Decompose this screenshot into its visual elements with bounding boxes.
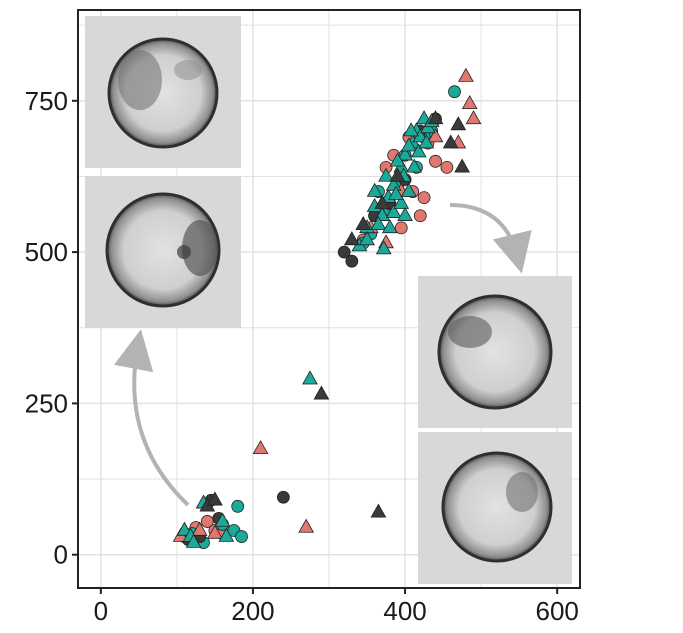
x-tick-label: 400 [383,596,426,626]
data-point-circle [394,221,408,235]
arrow-to-bottom-right-images [449,203,532,274]
data-point-triangle [388,185,404,200]
data-point-triangle [381,219,398,234]
data-point-circle [276,490,290,504]
cell-image-top-left-2 [85,176,241,328]
data-point-triangle [370,216,387,231]
data-point-triangle [375,240,392,255]
data-point-triangle [450,116,467,131]
data-point-circle [345,254,359,268]
y-tick-label: 500 [25,237,68,267]
data-point-triangle [207,491,223,506]
data-point-triangle [191,521,208,536]
data-point-triangle [343,231,360,246]
data-point-triangle [427,128,444,143]
data-point-circle [429,154,442,168]
data-point-circle [231,499,245,513]
data-point-triangle [461,94,478,110]
data-point-triangle [393,194,410,209]
data-point-triangle [397,146,413,161]
data-point-triangle [370,503,387,518]
cell-image-bottom-right-2 [418,432,572,584]
data-point-triangle [366,182,383,197]
data-point-triangle [218,527,235,542]
data-point-triangle [442,134,459,149]
x-tick-label: 0 [94,596,108,626]
data-point-triangle [298,518,315,533]
data-point-circle [337,245,351,259]
y-tick-label: 750 [25,86,68,116]
data-point-triangle [403,122,420,137]
data-point-triangle [406,158,423,173]
data-point-triangle [400,182,417,197]
cell-image-top-left-1 [85,16,241,168]
data-point-circle [235,530,248,543]
data-point-triangle [385,203,402,218]
data-point-triangle [207,524,223,539]
data-point-triangle [176,521,193,536]
data-point-triangle [427,110,444,125]
data-point-circle [413,209,427,223]
data-point-triangle [454,158,470,173]
data-point-triangle [313,385,330,400]
data-point-triangle [465,110,482,125]
data-point-circle [440,160,454,174]
y-tick-label: 250 [25,388,68,418]
data-point-triangle [359,231,375,246]
x-tick-label: 200 [231,596,274,626]
data-point-triangle [378,167,394,182]
data-point-triangle [397,206,413,221]
data-point-triangle [302,370,318,385]
data-point-triangle [252,439,269,454]
data-point-circle [448,85,461,99]
data-point-triangle [185,533,202,548]
data-point-triangle [389,152,406,167]
data-point-circle [417,191,431,205]
x-tick-label: 600 [535,596,578,626]
cell-image-bottom-right-1 [418,276,572,428]
data-point-triangle [458,67,474,82]
data-points [172,67,482,550]
data-point-triangle [410,143,427,158]
data-point-triangle [389,167,406,182]
y-tick-label: 0 [54,540,68,570]
arrow-to-top-left-images [113,329,190,507]
data-point-triangle [400,137,417,152]
data-point-triangle [355,216,372,231]
data-point-triangle [418,134,435,149]
data-point-triangle [214,512,231,527]
data-point-triangle [374,194,391,209]
axis-ticks: 0 200 400 600 0 250 500 750 [25,86,579,626]
plot-frame [77,9,581,589]
